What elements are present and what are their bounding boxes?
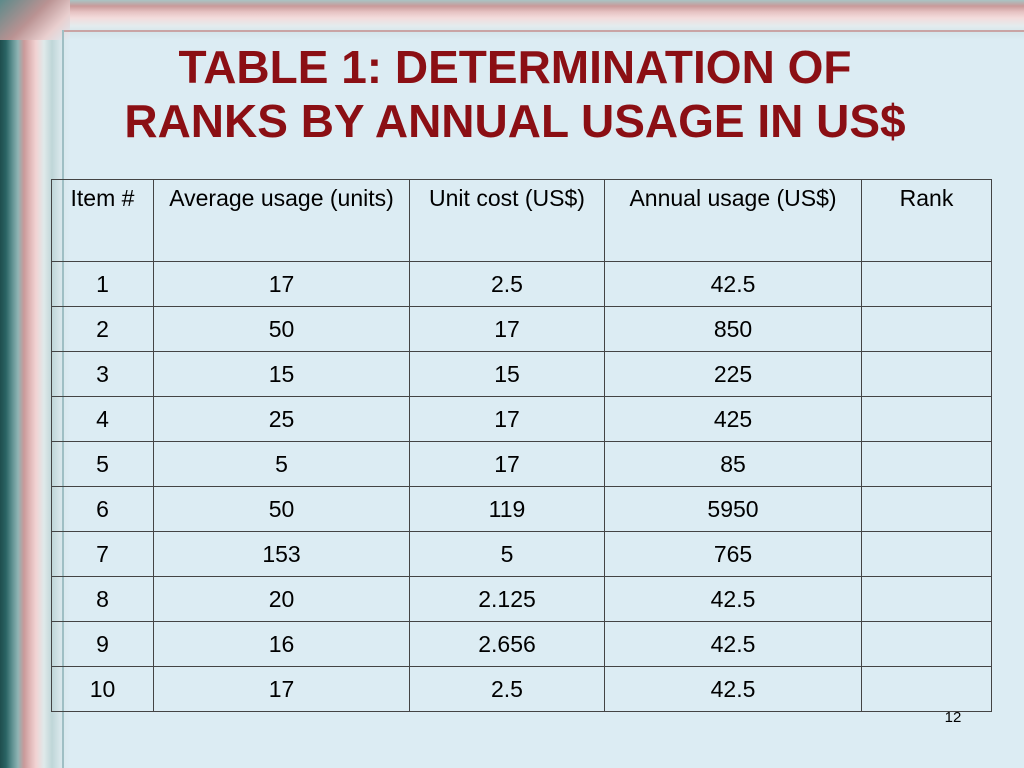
cell-item-number: 6: [51, 486, 154, 532]
cell-annual-usage: 85: [604, 441, 862, 487]
decorative-corner: [0, 0, 70, 40]
cell-item-number: 1: [51, 261, 154, 307]
cell-average-usage: 17: [153, 666, 410, 712]
cell-rank: [861, 576, 992, 622]
cell-unit-cost: 2.5: [409, 666, 605, 712]
ranking-table: Item # Average usage (units) Unit cost (…: [51, 179, 992, 712]
cell-average-usage: 17: [153, 261, 410, 307]
cell-item-number: 10: [51, 666, 154, 712]
cell-annual-usage: 225: [604, 351, 862, 397]
table-row: 10 17 2.5 42.5: [51, 666, 992, 712]
cell-unit-cost: 2.656: [409, 621, 605, 667]
cell-average-usage: 153: [153, 531, 410, 577]
slide-title: TABLE 1: DETERMINATION OF RANKS BY ANNUA…: [70, 40, 960, 148]
table-row: 3 15 15 225: [51, 351, 992, 397]
cell-unit-cost: 5: [409, 531, 605, 577]
cell-rank: [861, 261, 992, 307]
cell-item-number: 7: [51, 531, 154, 577]
cell-average-usage: 20: [153, 576, 410, 622]
cell-average-usage: 25: [153, 396, 410, 442]
cell-unit-cost: 2.125: [409, 576, 605, 622]
cell-item-number: 4: [51, 396, 154, 442]
slide-title-line-2: RANKS BY ANNUAL USAGE IN US$: [124, 95, 906, 147]
cell-rank: [861, 531, 992, 577]
cell-annual-usage: 5950: [604, 486, 862, 532]
table-row: 4 25 17 425: [51, 396, 992, 442]
table-row: 7 153 5 765: [51, 531, 992, 577]
cell-rank: [861, 396, 992, 442]
cell-annual-usage: 42.5: [604, 576, 862, 622]
cell-unit-cost: 15: [409, 351, 605, 397]
cell-rank: [861, 306, 992, 352]
cell-unit-cost: 17: [409, 306, 605, 352]
decorative-top-border: [0, 0, 1024, 40]
cell-item-number: 2: [51, 306, 154, 352]
header-rank: Rank: [861, 179, 992, 262]
cell-item-number: 9: [51, 621, 154, 667]
table-body: 1 17 2.5 42.5 2 50 17 850 3 15 15 225 4 25 17 425 5 5 17 85…: [51, 261, 992, 712]
table-row: 5 5 17 85: [51, 441, 992, 487]
cell-item-number: 3: [51, 351, 154, 397]
cell-rank: [861, 351, 992, 397]
table-header-row: Item # Average usage (units) Unit cost (…: [51, 179, 992, 262]
cell-unit-cost: 17: [409, 396, 605, 442]
header-item-number: Item #: [51, 179, 154, 262]
header-average-usage: Average usage (units): [153, 179, 410, 262]
cell-annual-usage: 42.5: [604, 621, 862, 667]
decorative-inner-line-horizontal: [62, 30, 1024, 32]
table-row: 2 50 17 850: [51, 306, 992, 352]
cell-annual-usage: 850: [604, 306, 862, 352]
cell-rank: [861, 486, 992, 532]
table-row: 1 17 2.5 42.5: [51, 261, 992, 307]
cell-unit-cost: 119: [409, 486, 605, 532]
table-row: 9 16 2.656 42.5: [51, 621, 992, 667]
cell-average-usage: 50: [153, 306, 410, 352]
page-number: 12: [944, 709, 962, 726]
cell-average-usage: 15: [153, 351, 410, 397]
header-unit-cost: Unit cost (US$): [409, 179, 605, 262]
cell-average-usage: 16: [153, 621, 410, 667]
cell-average-usage: 50: [153, 486, 410, 532]
cell-annual-usage: 765: [604, 531, 862, 577]
header-annual-usage: Annual usage (US$): [604, 179, 862, 262]
cell-item-number: 5: [51, 441, 154, 487]
slide-title-line-1: TABLE 1: DETERMINATION OF: [178, 41, 852, 93]
cell-average-usage: 5: [153, 441, 410, 487]
table-row: 6 50 119 5950: [51, 486, 992, 532]
cell-rank: [861, 621, 992, 667]
cell-annual-usage: 425: [604, 396, 862, 442]
cell-unit-cost: 2.5: [409, 261, 605, 307]
cell-annual-usage: 42.5: [604, 666, 862, 712]
cell-rank: [861, 441, 992, 487]
cell-item-number: 8: [51, 576, 154, 622]
table-row: 8 20 2.125 42.5: [51, 576, 992, 622]
cell-rank: [861, 666, 992, 712]
cell-unit-cost: 17: [409, 441, 605, 487]
cell-annual-usage: 42.5: [604, 261, 862, 307]
